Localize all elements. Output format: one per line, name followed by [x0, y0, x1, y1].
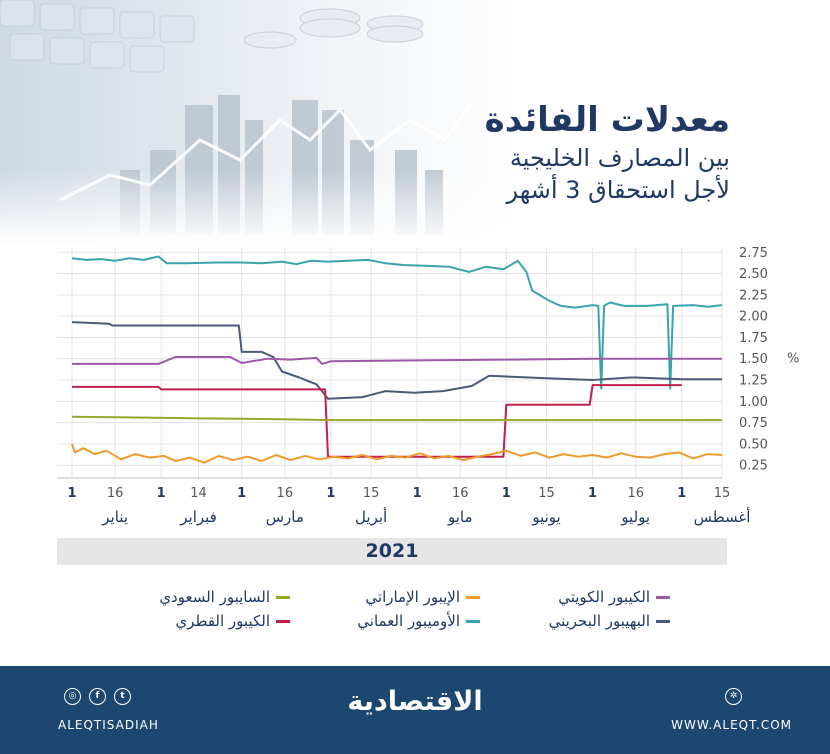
- legend-item: البهيبور البحريني: [549, 612, 670, 630]
- series-line: [71, 321, 722, 400]
- month-label: فبراير: [179, 508, 217, 526]
- legend-item: الأوميبور العماني: [357, 612, 480, 630]
- month-label: مارس: [266, 508, 304, 526]
- legend-swatch: [466, 596, 480, 599]
- x-tick-label: 1: [413, 486, 422, 501]
- legend-label: الإيبور الإماراتي: [365, 588, 460, 606]
- month-label: أغسطس: [694, 507, 751, 526]
- y-tick-label: 1.50: [739, 352, 768, 367]
- legend-swatch: [276, 620, 290, 623]
- legend-label: السايبور السعودي: [159, 588, 270, 606]
- legend-item: الكيبور القطري: [176, 612, 290, 630]
- facebook-icon[interactable]: f: [89, 688, 106, 705]
- legend-swatch: [276, 596, 290, 599]
- series-line: [71, 415, 722, 422]
- y-tick-label: 2.75: [739, 246, 768, 261]
- x-tick-label: 16: [627, 486, 644, 501]
- y-tick-label: 2.00: [739, 310, 768, 325]
- x-tick-label: 15: [363, 486, 380, 501]
- y-tick-label: 1.00: [739, 395, 768, 410]
- x-tick-label: 1: [237, 486, 246, 501]
- month-label: مايو: [447, 508, 473, 526]
- month-label: أبريل: [355, 507, 387, 526]
- web-icon[interactable]: ✲: [725, 688, 742, 705]
- legend-label: الكيبور القطري: [175, 612, 270, 630]
- legend-swatch: [656, 596, 670, 599]
- y-tick-label: 1.75: [739, 331, 768, 346]
- series-line: [72, 356, 722, 365]
- legend-swatch: [656, 620, 670, 623]
- month-label: يونيو: [531, 508, 560, 526]
- series-line: [72, 384, 682, 458]
- legend-label: الكيبور الكويتي: [558, 588, 650, 606]
- coins-graphic: [243, 8, 424, 49]
- footer: ◎ f t ✲ الاقتصادية ALEQTISADIAH WWW.ALEQ…: [0, 666, 830, 754]
- x-tick-label: 1: [502, 486, 511, 501]
- legend-item: الكيبور الكويتي: [558, 588, 670, 606]
- y-tick-label: 2.25: [739, 288, 768, 303]
- chart-title: معدلات الفائدة: [484, 100, 730, 140]
- legend-swatch: [466, 620, 480, 623]
- header-illustration: [0, 0, 830, 245]
- x-tick-label: 14: [190, 486, 207, 501]
- legend-label: الأوميبور العماني: [357, 612, 460, 630]
- legend-item: السايبور السعودي: [159, 588, 290, 606]
- brand-logo: الاقتصادية: [347, 686, 483, 717]
- y-unit-label: %: [787, 352, 799, 367]
- x-tick-label: 16: [107, 486, 124, 501]
- calculator-keys-graphic: [0, 0, 195, 73]
- x-tick-label: 16: [277, 486, 294, 501]
- header-background: [0, 0, 830, 245]
- x-tick-label: 1: [677, 486, 686, 501]
- x-tick-label: 1: [157, 486, 166, 501]
- x-tick-label: 15: [714, 486, 731, 501]
- y-tick-label: 0.75: [739, 416, 768, 431]
- y-tick-label: 1.25: [739, 374, 768, 389]
- legend: الكيبور الكويتي الإيبور الإماراتي السايبور…: [150, 588, 670, 636]
- line-chart: 2.75 2.50 2.25 2.00 1.75 1.50 1.25 1.00 0.75 0.50…: [57, 246, 799, 526]
- social-handle[interactable]: ALEQTISADIAH: [58, 718, 159, 732]
- y-tick-label: 0.50: [739, 437, 768, 452]
- month-label: يوليو: [620, 508, 650, 526]
- legend-item: الإيبور الإماراتي: [365, 588, 480, 606]
- chart-subtitle-2: لأجل استحقاق 3 أشهر: [506, 176, 730, 204]
- chart-subtitle-1: بين المصارف الخليجية: [509, 144, 730, 172]
- year-label: 2021: [57, 538, 727, 565]
- y-tick-label: 2.50: [739, 267, 768, 282]
- website-url[interactable]: WWW.ALEQT.COM: [671, 718, 792, 732]
- instagram-icon[interactable]: ◎: [64, 688, 81, 705]
- x-tick-label: 1: [588, 486, 597, 501]
- title-block: معدلات الفائدة بين المصارف الخليجية لأجل…: [485, 98, 730, 206]
- month-label: يناير: [101, 508, 128, 526]
- x-tick-label: 16: [452, 486, 469, 501]
- legend-label: البهيبور البحريني: [548, 612, 650, 630]
- x-tick-label: 1: [67, 486, 76, 501]
- series-line: [71, 255, 723, 390]
- twitter-icon[interactable]: t: [114, 688, 131, 705]
- x-tick-label: 15: [538, 486, 555, 501]
- series-line: [71, 443, 723, 464]
- x-tick-label: 1: [326, 486, 335, 501]
- y-tick-label: 0.25: [739, 459, 768, 474]
